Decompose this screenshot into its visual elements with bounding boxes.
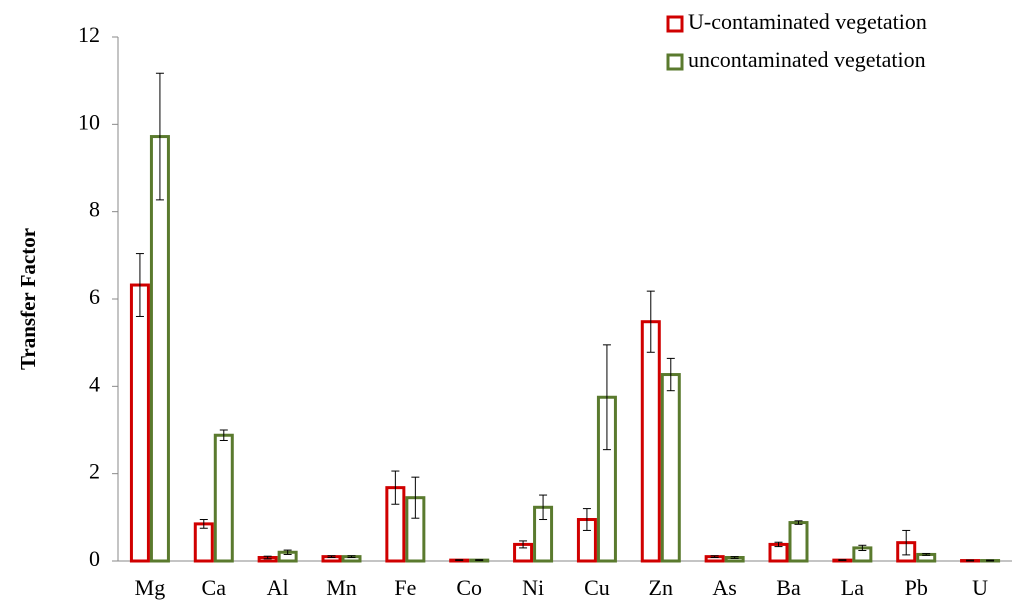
x-tick-label: Ba bbox=[776, 575, 801, 600]
x-tick-label: U bbox=[972, 575, 988, 600]
error-bar bbox=[263, 555, 272, 560]
y-tick-label: 4 bbox=[89, 371, 100, 396]
x-tick-label: Ni bbox=[522, 575, 544, 600]
x-tick-label: Mg bbox=[135, 575, 166, 600]
error-bar bbox=[539, 494, 548, 521]
y-tick-label: 10 bbox=[78, 109, 100, 134]
y-tick-label: 12 bbox=[78, 22, 100, 47]
legend-label: U-contaminated vegetation bbox=[688, 9, 927, 34]
bar bbox=[129, 283, 150, 563]
error-bar bbox=[455, 559, 464, 562]
error-bar bbox=[646, 290, 655, 353]
error-bar bbox=[327, 555, 336, 559]
error-bar bbox=[858, 544, 867, 552]
error-bar bbox=[602, 344, 611, 451]
error-bar bbox=[838, 559, 847, 562]
x-tick-label: Al bbox=[267, 575, 289, 600]
y-tick-label: 0 bbox=[89, 546, 100, 571]
error-bar bbox=[219, 429, 228, 441]
bar bbox=[213, 433, 234, 563]
y-axis-label: Transfer Factor bbox=[16, 228, 40, 370]
error-bar bbox=[411, 476, 420, 519]
y-tick-label: 8 bbox=[89, 197, 100, 222]
bar bbox=[193, 522, 214, 563]
bar bbox=[660, 373, 681, 563]
error-bar bbox=[966, 559, 975, 562]
error-bar bbox=[710, 555, 719, 559]
error-bar bbox=[774, 541, 783, 548]
x-tick-label: Fe bbox=[394, 575, 416, 600]
error-bar bbox=[519, 540, 528, 549]
x-tick-label: Mn bbox=[326, 575, 357, 600]
error-bar bbox=[155, 72, 164, 201]
bar bbox=[640, 320, 661, 563]
legend-swatch bbox=[666, 15, 684, 33]
error-bar bbox=[902, 529, 911, 556]
error-bar bbox=[730, 556, 739, 559]
legend-label: uncontaminated vegetation bbox=[688, 47, 926, 72]
x-tick-label: Pb bbox=[905, 575, 928, 600]
legend-swatch bbox=[666, 53, 684, 71]
error-bar bbox=[135, 253, 144, 317]
error-bar bbox=[922, 553, 931, 556]
x-tick-label: Ca bbox=[202, 575, 227, 600]
error-bar bbox=[475, 559, 484, 562]
error-bar bbox=[986, 559, 995, 562]
y-tick-label: 6 bbox=[89, 284, 100, 309]
error-bar bbox=[794, 520, 803, 525]
error-bar bbox=[582, 508, 591, 531]
error-bar bbox=[391, 470, 400, 505]
bar bbox=[788, 521, 809, 563]
x-tick-label: Co bbox=[456, 575, 482, 600]
error-bar bbox=[347, 555, 356, 559]
x-tick-label: La bbox=[841, 575, 864, 600]
x-tick-label: Cu bbox=[584, 575, 610, 600]
x-tick-label: Zn bbox=[649, 575, 673, 600]
x-tick-label: As bbox=[712, 575, 736, 600]
y-tick-label: 2 bbox=[89, 459, 100, 484]
error-bar bbox=[199, 519, 208, 529]
error-bar bbox=[283, 549, 292, 555]
error-bar bbox=[666, 357, 675, 392]
